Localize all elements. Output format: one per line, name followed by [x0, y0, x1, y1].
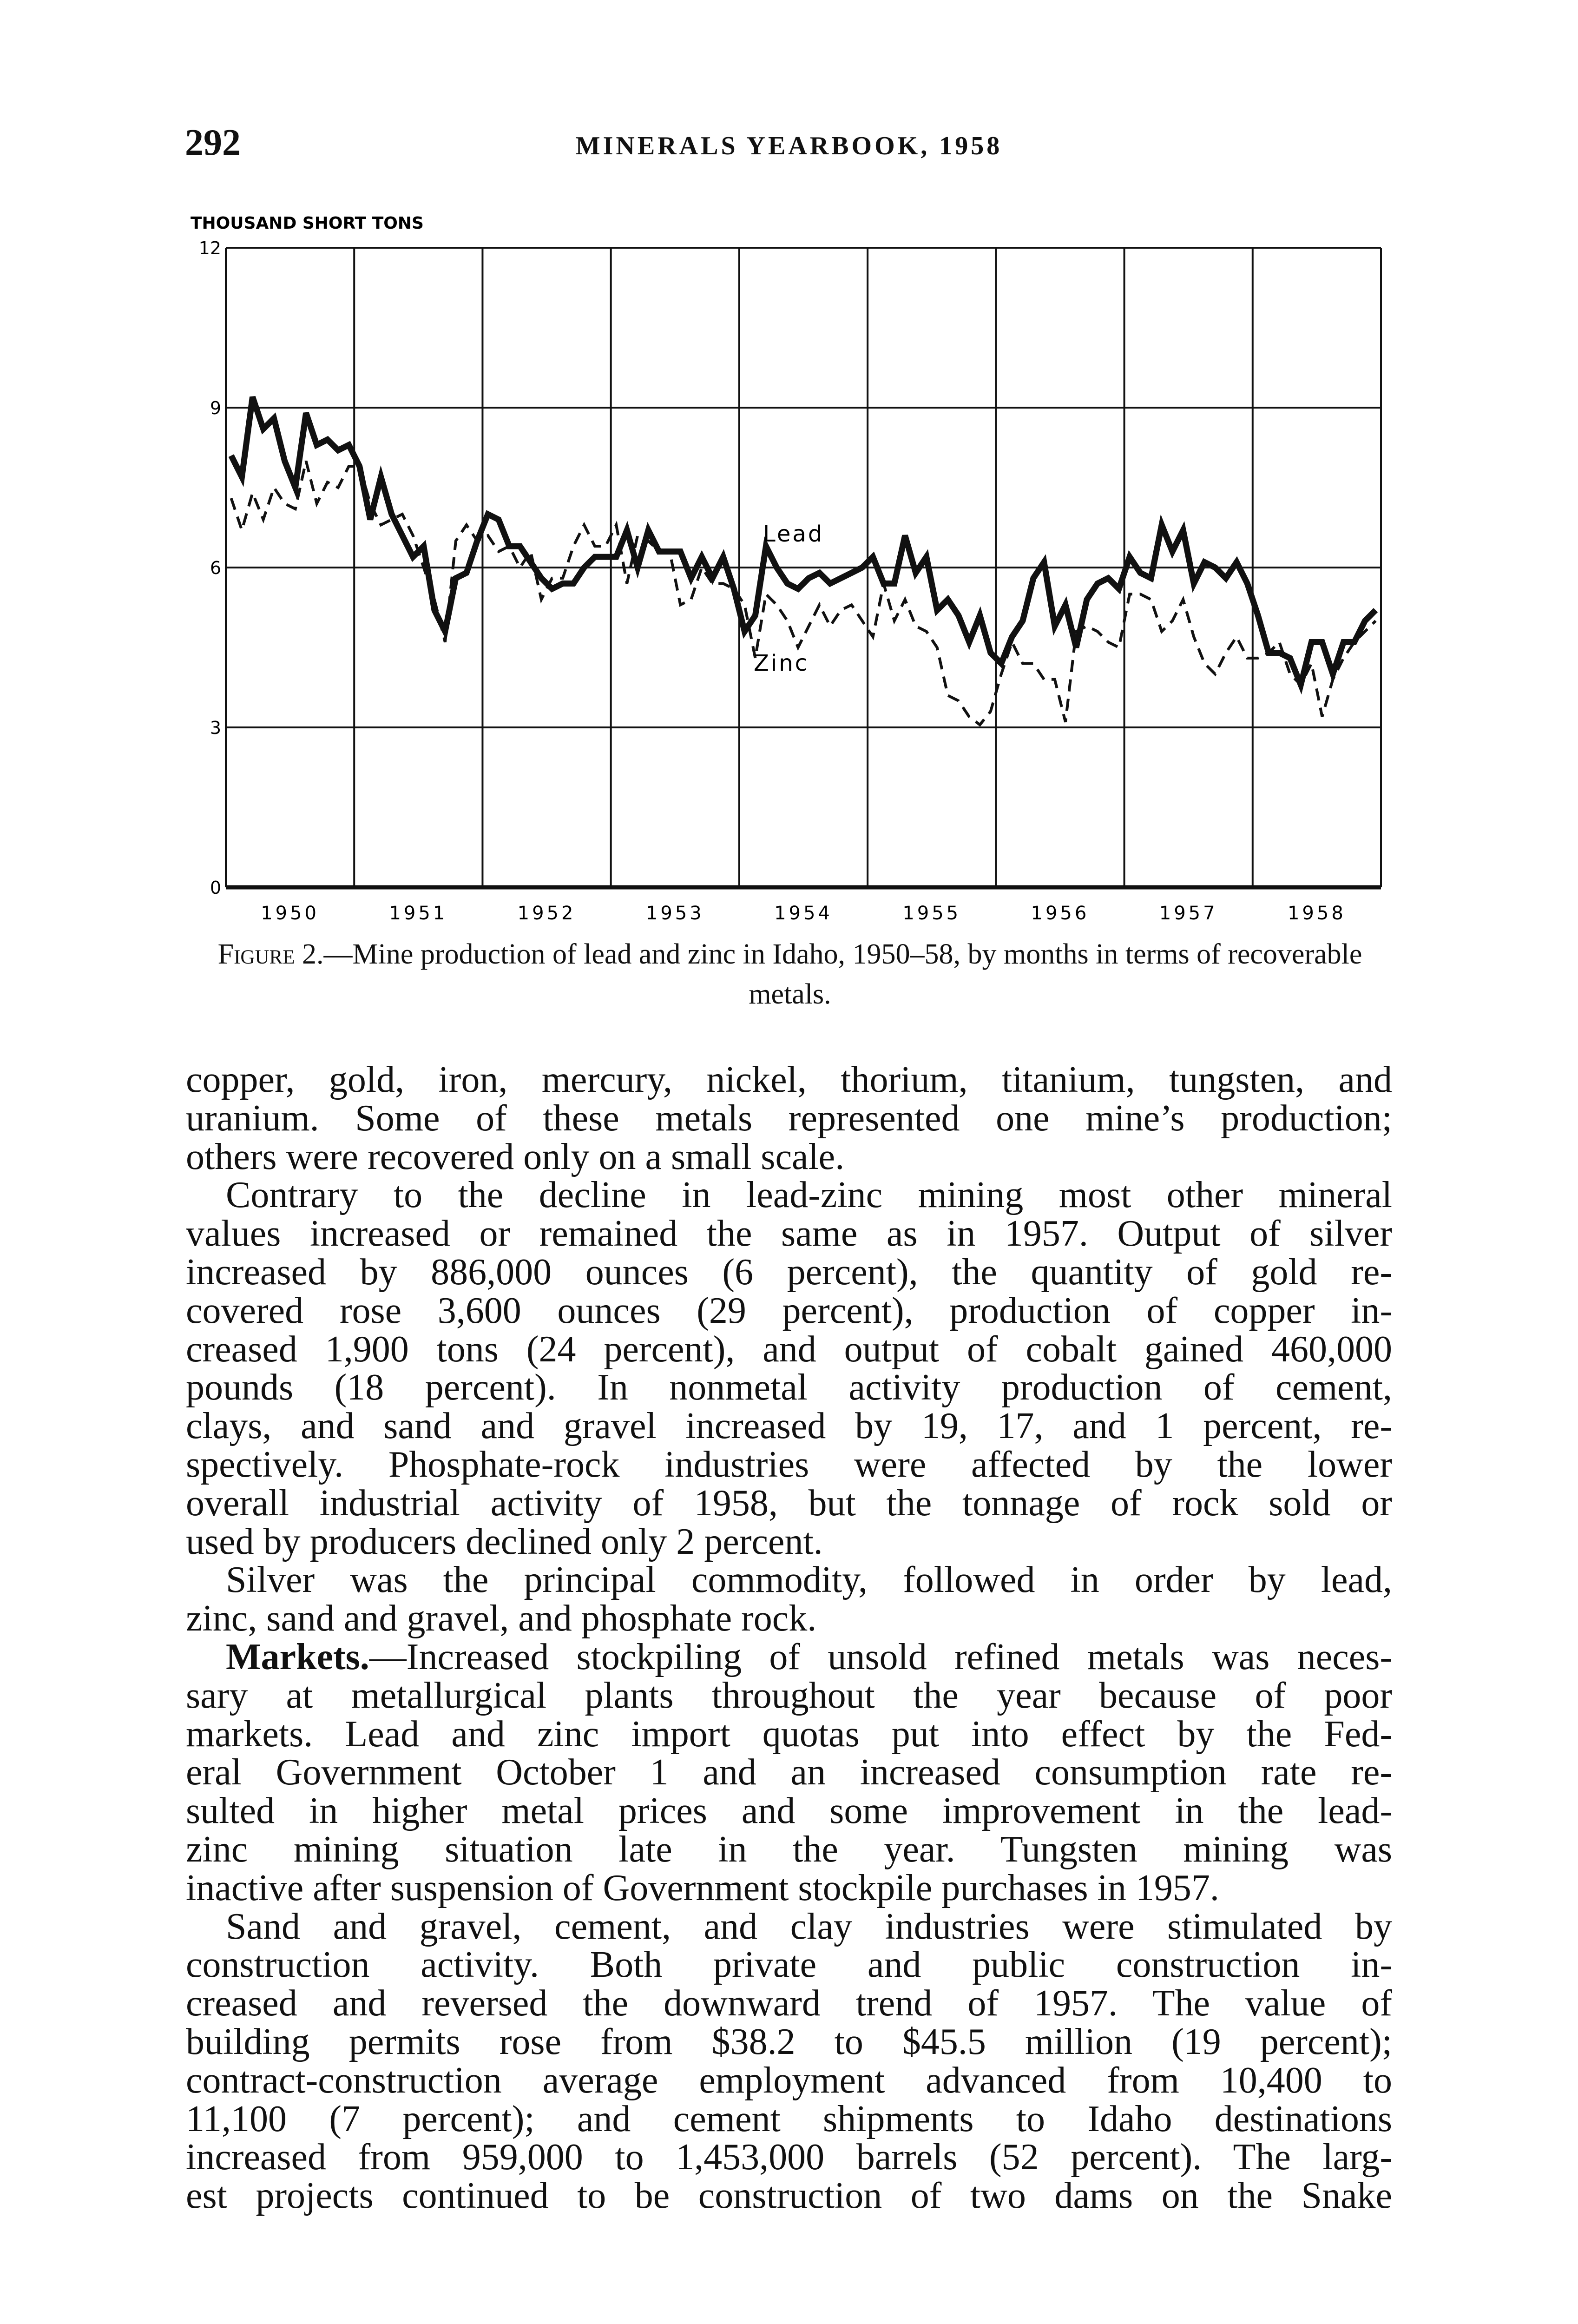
text-line: uranium. Some of these metals represente…	[186, 1099, 1392, 1138]
text-line: increased by 886,000 ounces (6 percent),…	[186, 1253, 1392, 1292]
line-text: 11,100 (7 percent); and cement shipments…	[186, 2098, 1392, 2139]
line-text: increased from 959,000 to 1,453,000 barr…	[186, 2137, 1392, 2178]
x-tick-label: 1951	[389, 903, 447, 924]
line-text: construction activity. Both private and …	[186, 1944, 1392, 1986]
y-tick-label: 9	[210, 398, 221, 418]
text-line: building permits rose from $38.2 to $45.…	[186, 2023, 1392, 2061]
line-text: —Increased stockpiling of unsold refined…	[369, 1636, 1392, 1677]
text-line: spectively. Phosphate-rock industries we…	[186, 1446, 1392, 1484]
line-text: creased and reversed the downward trend …	[186, 1983, 1392, 2024]
text-line: copper, gold, iron, mercury, nickel, tho…	[186, 1061, 1392, 1099]
run-in-heading: Markets.	[226, 1636, 369, 1677]
text-line: Silver was the principal commodity, foll…	[186, 1561, 1392, 1599]
text-line: increased from 959,000 to 1,453,000 barr…	[186, 2138, 1392, 2177]
text-line: construction activity. Both private and …	[186, 1946, 1392, 1984]
line-text: uranium. Some of these metals represente…	[186, 1097, 1392, 1139]
y-tick-label: 3	[210, 718, 221, 738]
figure-label: Figure 2.	[217, 938, 324, 970]
page-number: 292	[185, 122, 241, 163]
text-line: Sand and gravel, cement, and clay indust…	[186, 1906, 1392, 1947]
text-line: est projects continued to be constructio…	[186, 2177, 1392, 2215]
text-line: covered rose 3,600 ounces (29 percent), …	[186, 1290, 1392, 1331]
text-line: zinc mining situation late in the year. …	[186, 1830, 1392, 1869]
text-line: creased 1,900 tons (24 percent), and out…	[186, 1330, 1392, 1369]
line-chart: THOUSAND SHORT TONS 0 3 6 9 12 1950 1951 1952 195…	[191, 214, 1382, 924]
line-text: building permits rose from $38.2 to $45.…	[186, 2021, 1392, 2062]
text-line: inactive after suspension of Government …	[186, 1867, 1392, 1908]
text-line: contract-construction average employment…	[186, 2061, 1392, 2100]
line-text: creased 1,900 tons (24 percent), and out…	[186, 1328, 1392, 1370]
line-text: values increased or remained the same as…	[186, 1213, 1392, 1254]
figure-caption: Figure 2.—Mine production of lead and zi…	[186, 934, 1394, 1014]
line-text: covered rose 3,600 ounces (29 percent), …	[186, 1290, 1392, 1331]
line-text: increased by 886,000 ounces (6 percent),…	[186, 1251, 1392, 1293]
text-line: Markets.—Increased stockpiling of unsold…	[186, 1638, 1392, 1677]
x-tick-label: 1958	[1288, 903, 1346, 924]
x-tick-label: 1956	[1031, 903, 1090, 924]
line-text: sary at metallurgical plants throughout …	[186, 1675, 1392, 1716]
text-line: Contrary to the decline in lead-zinc min…	[186, 1176, 1392, 1215]
line-text: markets. Lead and zinc import quotas put…	[186, 1713, 1392, 1755]
line-text: pounds (18 percent). In nonmetal activit…	[186, 1367, 1392, 1408]
line-text: overall industrial activity of 1958, but…	[186, 1482, 1392, 1524]
running-title: MINERALS YEARBOOK, 1958	[575, 132, 1003, 160]
line-text: Silver was the principal commodity, foll…	[226, 1559, 1392, 1601]
line-text: est projects continued to be constructio…	[186, 2175, 1392, 2217]
line-text: zinc, sand and gravel, and phosphate roc…	[186, 1598, 817, 1639]
line-text: copper, gold, iron, mercury, nickel, tho…	[186, 1059, 1392, 1100]
text-line: clays, and sand and gravel increased by …	[186, 1407, 1392, 1446]
y-tick-label: 0	[210, 878, 221, 898]
series-label-zinc: Zinc	[754, 650, 809, 676]
y-tick-label: 12	[199, 238, 221, 258]
text-line: eral Government October 1 and an increas…	[186, 1753, 1392, 1792]
text-line: zinc, sand and gravel, and phosphate roc…	[186, 1599, 1392, 1638]
line-text: sulted in higher metal prices and some i…	[186, 1790, 1392, 1832]
line-text: spectively. Phosphate-rock industries we…	[186, 1444, 1392, 1485]
line-text: eral Government October 1 and an increas…	[186, 1752, 1392, 1793]
line-text: Sand and gravel, cement, and clay indust…	[226, 1906, 1392, 1947]
line-text: used by producers declined only 2 percen…	[186, 1521, 823, 1562]
y-tick-label: 6	[210, 558, 221, 578]
line-text: others were recovered only on a small sc…	[186, 1136, 845, 1177]
line-text: Contrary to the decline in lead-zinc min…	[226, 1175, 1392, 1216]
line-text: zinc mining situation late in the year. …	[186, 1829, 1392, 1870]
text-line: markets. Lead and zinc import quotas put…	[186, 1715, 1392, 1754]
series-label-lead: Lead	[763, 521, 824, 547]
series-line-lead	[228, 396, 1378, 695]
x-tick-label: 1952	[518, 903, 576, 924]
x-tick-label: 1954	[774, 903, 833, 924]
body-text: copper, gold, iron, mercury, nickel, tho…	[186, 1061, 1392, 2215]
text-line: pounds (18 percent). In nonmetal activit…	[186, 1368, 1392, 1407]
line-text: contract-construction average employment…	[186, 2060, 1392, 2101]
text-line: creased and reversed the downward trend …	[186, 1984, 1392, 2023]
text-line: sary at metallurgical plants throughout …	[186, 1675, 1392, 1716]
x-tick-label: 1957	[1159, 903, 1218, 924]
line-text: clays, and sand and gravel increased by …	[186, 1406, 1392, 1447]
text-line: sulted in higher metal prices and some i…	[186, 1792, 1392, 1830]
text-line: values increased or remained the same as…	[186, 1215, 1392, 1253]
series-line-zinc	[230, 460, 1377, 727]
text-line: used by producers declined only 2 percen…	[186, 1521, 1392, 1562]
caption-text: —Mine production of lead and zinc in Ida…	[323, 938, 1362, 1010]
x-tick-label: 1950	[261, 903, 319, 924]
line-text: inactive after suspension of Government …	[186, 1867, 1219, 1908]
y-axis-label: THOUSAND SHORT TONS	[191, 214, 424, 233]
text-line: overall industrial activity of 1958, but…	[186, 1484, 1392, 1523]
text-line: others were recovered only on a small sc…	[186, 1136, 1392, 1177]
x-tick-label: 1953	[646, 903, 704, 924]
text-line: 11,100 (7 percent); and cement shipments…	[186, 2100, 1392, 2139]
x-tick-label: 1955	[902, 903, 961, 924]
